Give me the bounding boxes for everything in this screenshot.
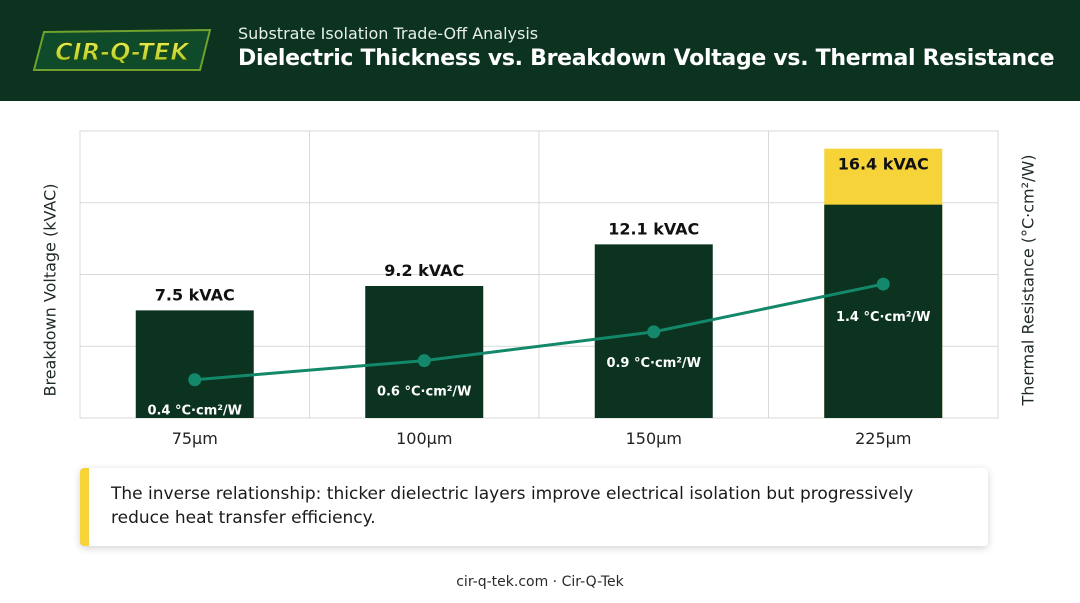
x-tick-label: 75μm [172, 429, 218, 448]
line-value-label: 0.9 °C·cm²/W [606, 356, 701, 371]
line-point-1 [417, 354, 431, 368]
brand-logo: CIR-Q-TEK [32, 28, 212, 71]
x-axis-ticks: 75μm 100μm 150μm 225μm [172, 429, 912, 448]
data-labels: 7.5 kVAC 9.2 kVAC 12.1 kVAC 16.4 kVAC 0.4 °C… [147, 155, 930, 419]
y-axis-right-label: Thermal Resistance (°C·cm²/W) [1018, 154, 1038, 406]
insight-callout: The inverse relationship: thicker dielec… [80, 468, 988, 546]
brand-logo-text: CIR-Q-TEK [55, 38, 191, 66]
footer-credit: cir-q-tek.com · Cir-Q-Tek [456, 574, 624, 590]
header-banner: CIR-Q-TEK Substrate Isolation Trade-Off … [0, 0, 1080, 101]
line-value-label: 0.6 °C·cm²/W [377, 385, 472, 400]
insight-text: The inverse relationship: thicker dielec… [111, 484, 914, 528]
line-value-label: 0.4 °C·cm²/W [147, 404, 242, 419]
x-tick-label: 150μm [626, 429, 682, 448]
bar-1 [365, 285, 484, 418]
x-tick-label: 100μm [396, 429, 452, 448]
bar-value-label: 7.5 kVAC [155, 285, 235, 304]
bar-0 [135, 310, 254, 418]
thermal-resistance-line [194, 282, 884, 382]
x-tick-label: 225μm [855, 429, 911, 448]
bar-value-label: 12.1 kVAC [608, 219, 699, 238]
line-value-label: 1.4 °C·cm²/W [836, 310, 931, 325]
bar-value-label: 16.4 kVAC [838, 155, 929, 174]
line-series [188, 277, 890, 387]
chart-area: 7.5 kVAC 9.2 kVAC 12.1 kVAC 16.4 kVAC 0.4 °C… [79, 130, 999, 448]
bar-series [135, 148, 943, 418]
line-point-3 [876, 277, 890, 291]
chart-title: Dielectric Thickness vs. Breakdown Volta… [238, 46, 1055, 71]
line-point-0 [188, 373, 202, 387]
chart-subtitle: Substrate Isolation Trade-Off Analysis [238, 24, 539, 43]
bar-value-label: 9.2 kVAC [384, 261, 464, 280]
bar-3 [824, 204, 943, 418]
line-point-2 [647, 325, 661, 339]
y-axis-left-label: Breakdown Voltage (kVAC) [40, 183, 60, 397]
